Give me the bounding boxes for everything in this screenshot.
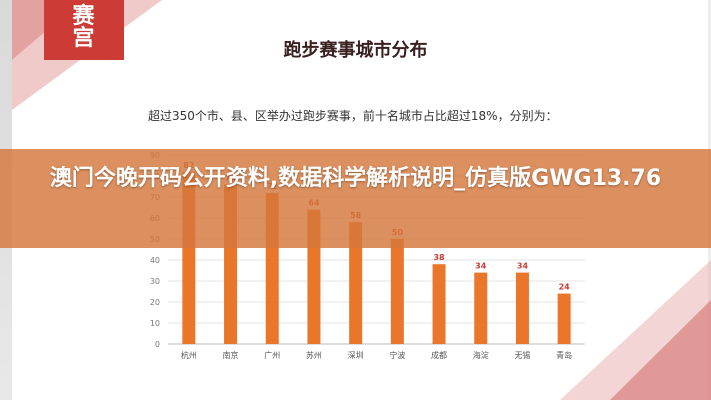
decor-bottom-right-triangle [560, 260, 711, 400]
bar [474, 272, 488, 344]
headline-banner [0, 149, 711, 248]
logo-text-line1: 赛 [72, 4, 96, 29]
x-tick-label: 宁波 [389, 350, 405, 360]
x-tick-label: 无锡 [514, 351, 530, 360]
logo-text-line2: 宫 [72, 26, 96, 51]
chart-title: 跑步赛事城市分布 [283, 40, 428, 61]
x-tick-label: 广州 [264, 350, 280, 360]
headline-text: 澳门今晚开码公开资料,数据科学解析说明_仿真版GWG13.76 [49, 166, 662, 191]
bar [432, 264, 446, 344]
x-tick-label: 南京 [223, 350, 239, 360]
bar [390, 239, 404, 344]
y-tick-label: 10 [150, 319, 160, 328]
bar [557, 293, 571, 344]
x-tick-label: 海淀 [473, 350, 489, 360]
bar [349, 222, 363, 344]
data-label: 34 [517, 262, 529, 271]
x-tick-label: 杭州 [181, 350, 197, 360]
y-tick-label: 40 [150, 256, 160, 265]
y-tick-label: 0 [155, 340, 160, 349]
chart-subtitle: 超过350个市、县、区举办过跑步赛事，前十名城市占比超过18%，分别为： [148, 109, 558, 123]
x-tick-label: 青岛 [556, 350, 572, 360]
x-tick-label: 苏州 [306, 350, 322, 360]
y-tick-label: 30 [150, 277, 160, 286]
brand-logo: 赛 宫 [44, 0, 124, 60]
data-label: 34 [475, 262, 487, 271]
x-tick-label: 成都 [431, 350, 447, 360]
bar [515, 272, 529, 344]
data-label: 38 [433, 253, 445, 262]
y-tick-label: 20 [150, 298, 160, 307]
data-label: 24 [559, 283, 571, 292]
x-tick-label: 深圳 [348, 350, 364, 360]
